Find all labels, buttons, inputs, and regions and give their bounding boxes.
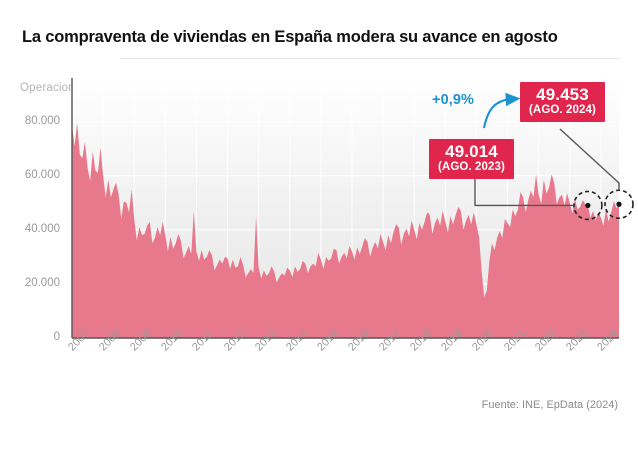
y-axis-unit-label: Operaciones (20, 82, 88, 94)
callout-ago-2023: 49.014 (AGO. 2023) (429, 139, 514, 179)
callout-ago-2024: 49.453 (AGO. 2024) (520, 82, 605, 122)
axis-lines (71, 78, 619, 339)
series-area (72, 122, 619, 339)
percent-change-label: +0,9% (432, 92, 475, 108)
callout-2024-value: 49.453 (536, 85, 589, 104)
page-title: La compraventa de viviendas en España mo… (22, 28, 558, 46)
y-tick-3: 60.000 (24, 168, 60, 181)
annotation-leaders (474, 92, 634, 221)
y-tick-1: 20.000 (24, 276, 60, 289)
y-tick-2: 40.000 (24, 222, 60, 235)
callout-2024-period: (AGO. 2024) (529, 104, 596, 116)
callout-2023-period: (AGO. 2023) (438, 161, 505, 173)
title-divider (120, 58, 620, 59)
source-note: Fuente: INE, EpData (2024) (481, 399, 618, 411)
y-tick-0: 0 (53, 331, 60, 343)
callout-2023-value: 49.014 (445, 142, 498, 161)
y-tick-4: 80.000 (24, 114, 60, 127)
